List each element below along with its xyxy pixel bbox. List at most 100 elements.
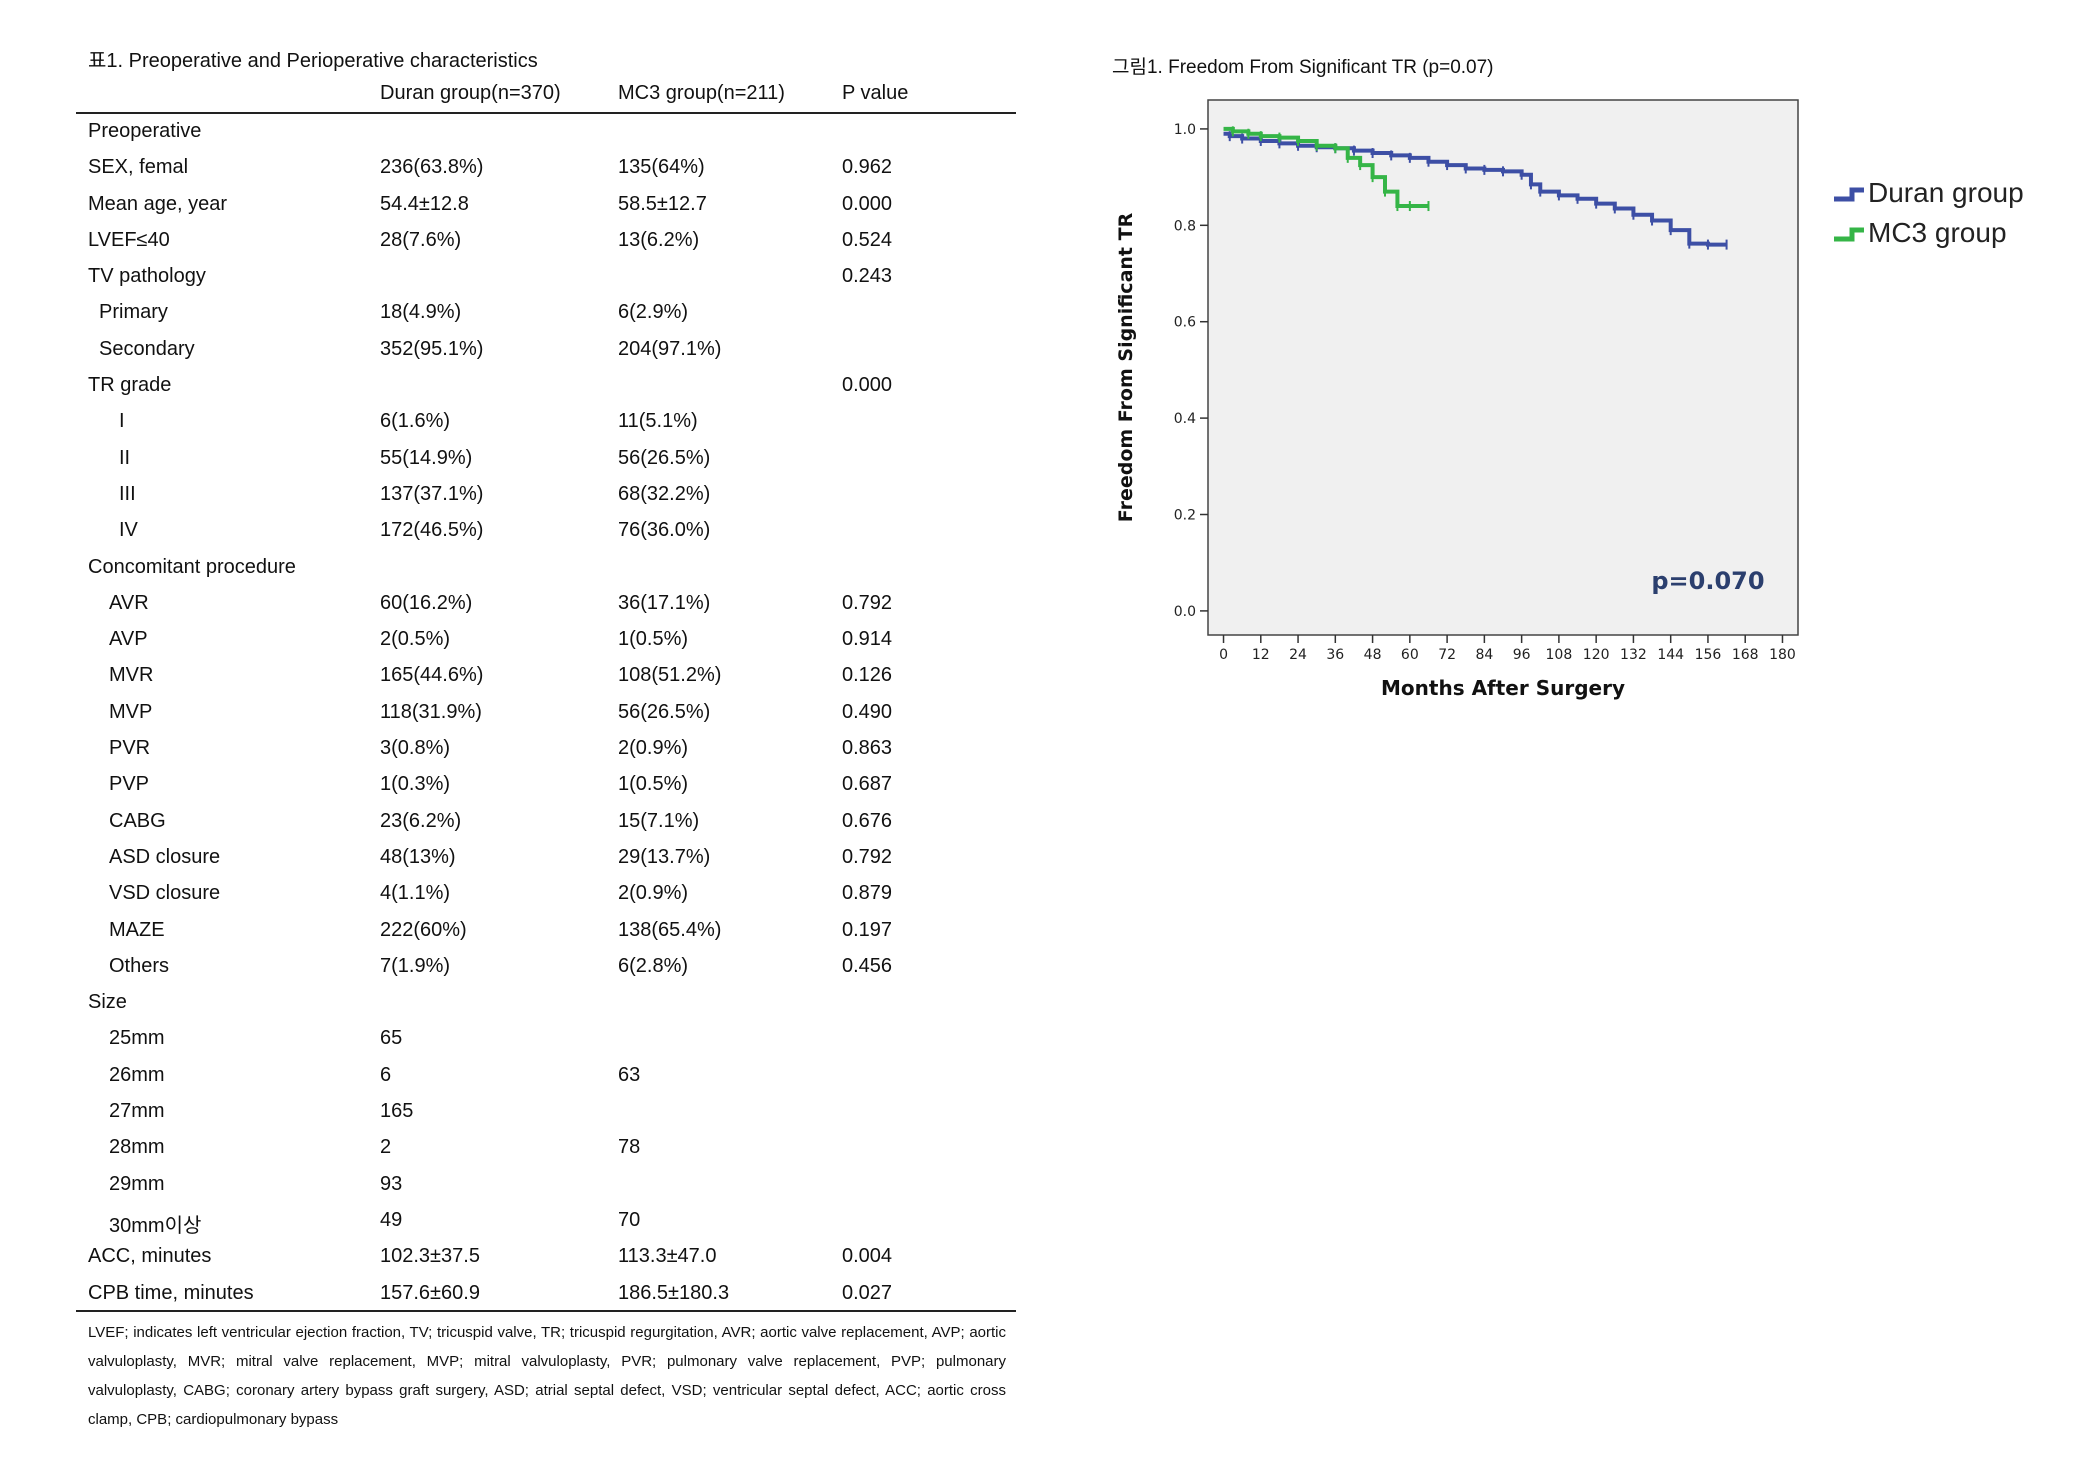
plot-area	[1207, 99, 1799, 636]
table-row: Primary 18(4.9%) 6(2.9%)	[76, 295, 1016, 331]
row-label: CPB time, minutes	[88, 1281, 254, 1304]
row-label: Others	[109, 954, 170, 977]
table-row: Preoperative	[76, 114, 1016, 150]
row-label: AVP	[109, 628, 148, 651]
cell-mc3: 56(26.5%)	[618, 446, 711, 469]
header-p-value: P value	[842, 82, 909, 104]
row-label: 26mm	[109, 1063, 165, 1086]
table-row: PVR 3(0.8%) 2(0.9%) 0.863	[76, 731, 1016, 767]
cell-p-value: 0.490	[842, 700, 893, 723]
x-tick-label: 120	[1583, 647, 1610, 663]
x-tick-label: 156	[1695, 647, 1722, 663]
table-row: Others 7(1.9%) 6(2.8%) 0.456	[76, 949, 1016, 985]
cell-p-value: 0.687	[842, 773, 893, 796]
cell-duran: 137(37.1%)	[380, 482, 484, 505]
cell-p-value: 0.792	[842, 591, 893, 614]
chart-title: 그림1. Freedom From Significant TR (p=0.07…	[1112, 57, 1494, 78]
row-label: II	[119, 446, 131, 469]
cell-duran: 3(0.8%)	[380, 737, 451, 760]
row-label: I	[119, 410, 125, 433]
row-label: Mean age, year	[88, 192, 227, 215]
table-row: III 137(37.1%) 68(32.2%)	[76, 477, 1016, 513]
cell-duran: 54.4±12.8	[380, 192, 469, 215]
table-row: CPB time, minutes 157.6±60.9 186.5±180.3 0.…	[76, 1276, 1016, 1312]
table-row: 26mm 6 63	[76, 1058, 1016, 1094]
cell-duran: 49	[380, 1208, 403, 1231]
cell-mc3: 138(65.4%)	[618, 918, 722, 941]
cell-duran: 102.3±37.5	[380, 1245, 480, 1268]
row-label: 30mm이상	[109, 1214, 202, 1237]
cell-p-value: 0.027	[842, 1281, 893, 1304]
x-tick-label: 144	[1657, 647, 1684, 663]
cell-p-value: 0.197	[842, 918, 893, 941]
row-label: MAZE	[109, 918, 165, 941]
x-tick-label: 60	[1401, 647, 1419, 663]
row-label: LVEF≤40	[88, 228, 170, 251]
table-row: CABG 23(6.2%) 15(7.1%) 0.676	[76, 804, 1016, 840]
row-label: TR grade	[88, 374, 172, 397]
cell-mc3: 78	[618, 1136, 641, 1159]
cell-p-value: 0.524	[842, 228, 893, 251]
cell-duran: 2	[380, 1136, 392, 1159]
cell-p-value: 0.792	[842, 845, 893, 868]
row-label: MVP	[109, 700, 153, 723]
table-header: Duran group(n=370) MC3 group(n=211) P va…	[76, 80, 1016, 114]
cell-mc3: 2(0.9%)	[618, 882, 689, 905]
table-row: 29mm 93	[76, 1167, 1016, 1203]
y-tick-label: 0.2	[1174, 508, 1196, 524]
cell-mc3: 1(0.5%)	[618, 773, 689, 796]
cell-duran: 4(1.1%)	[380, 882, 451, 905]
header-duran: Duran group(n=370)	[380, 82, 561, 104]
x-tick-label: 96	[1513, 647, 1531, 663]
x-tick-label: 36	[1326, 647, 1344, 663]
p-value-annotation: p=0.070	[1651, 567, 1764, 595]
legend-swatch-mc3	[1834, 227, 1864, 242]
x-tick-label: 168	[1732, 647, 1759, 663]
table-row: I 6(1.6%) 11(5.1%)	[76, 404, 1016, 440]
cell-duran: 118(31.9%)	[380, 700, 482, 723]
cell-duran: 93	[380, 1172, 403, 1195]
table-row: VSD closure 4(1.1%) 2(0.9%) 0.879	[76, 876, 1016, 912]
cell-duran: 222(60%)	[380, 918, 467, 941]
cell-mc3: 36(17.1%)	[618, 591, 711, 614]
cell-duran: 236(63.8%)	[380, 156, 484, 179]
cell-duran: 48(13%)	[380, 845, 456, 868]
cell-duran: 60(16.2%)	[380, 591, 473, 614]
y-tick-label: 0.8	[1174, 218, 1196, 234]
cell-duran: 7(1.9%)	[380, 954, 451, 977]
cell-p-value: 0.126	[842, 664, 893, 687]
row-label: Preoperative	[88, 120, 202, 142]
row-label: 27mm	[109, 1100, 165, 1123]
cell-duran: 1(0.3%)	[380, 773, 451, 796]
cell-mc3: 68(32.2%)	[618, 482, 711, 505]
y-axis: 0.0 0.2 0.4 0.6 0.8 1.0	[1174, 122, 1208, 620]
x-tick-label: 12	[1252, 647, 1270, 663]
y-tick-label: 0.6	[1174, 315, 1196, 331]
row-label: Primary	[99, 301, 168, 324]
table-row: 30mm이상 49 70	[76, 1203, 1016, 1239]
table-row: 27mm 165	[76, 1094, 1016, 1130]
table-row: AVP 2(0.5%) 1(0.5%) 0.914	[76, 622, 1016, 658]
cell-mc3: 135(64%)	[618, 156, 705, 179]
series-layer	[1223, 126, 1728, 250]
cell-mc3: 113.3±47.0	[618, 1245, 717, 1268]
table-caption: 표1. Preoperative and Perioperative chara…	[88, 50, 538, 72]
row-label: 29mm	[109, 1172, 165, 1195]
x-tick-label: 132	[1620, 647, 1647, 663]
row-label: Concomitant procedure	[88, 555, 296, 578]
cell-mc3: 204(97.1%)	[618, 337, 722, 360]
cell-duran: 23(6.2%)	[380, 809, 462, 832]
cell-mc3: 58.5±12.7	[618, 192, 707, 215]
cell-p-value: 0.914	[842, 628, 893, 651]
x-tick-label: 24	[1289, 647, 1307, 663]
row-label: ACC, minutes	[88, 1245, 212, 1268]
y-tick-label: 0.4	[1174, 411, 1196, 427]
row-label: MVR	[109, 664, 154, 687]
table-row: PVP 1(0.3%) 1(0.5%) 0.687	[76, 767, 1016, 803]
row-label: Size	[88, 991, 127, 1014]
x-tick-label: 48	[1364, 647, 1382, 663]
legend-swatch-duran	[1834, 187, 1864, 202]
table-row: Mean age, year 54.4±12.8 58.5±12.7 0.000	[76, 187, 1016, 223]
cell-duran: 18(4.9%)	[380, 301, 462, 324]
cell-p-value: 0.676	[842, 809, 893, 832]
